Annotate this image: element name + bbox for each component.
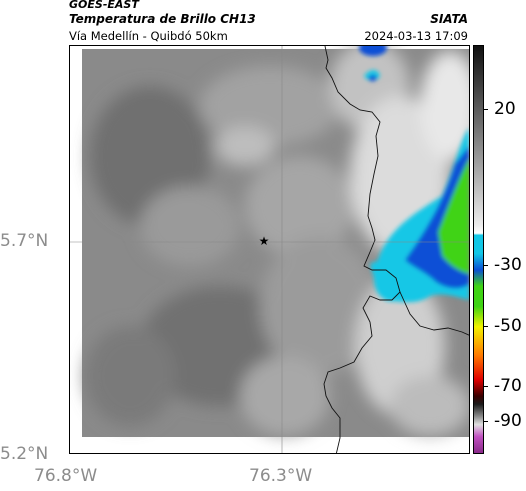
colorbar-tick [484, 109, 488, 110]
star-icon: ★ [259, 234, 270, 248]
colorbar-label: 20 [494, 99, 516, 119]
colorbar [473, 45, 484, 454]
satellite-map: ★ [69, 45, 470, 454]
timestamp: 2024-03-13 17:09 [364, 29, 468, 43]
satellite-name: GOES-EAST [69, 0, 139, 11]
lat-label-5-2: 5.2°N [0, 444, 49, 464]
colorbar-tick [484, 386, 488, 387]
product-title: Temperatura de Brillo CH13 [69, 12, 256, 26]
region-subtitle: Vía Medellín - Quibdó 50km [69, 29, 228, 43]
colorbar-tick [484, 265, 488, 266]
colorbar-label: -50 [494, 316, 522, 336]
lon-label-76-8: 76.8°W [34, 466, 98, 486]
graticule [70, 46, 469, 453]
colorbar-label: -90 [494, 411, 522, 431]
agency-label: SIATA [430, 12, 468, 26]
lat-label-5-7: 5.7°N [0, 231, 49, 251]
cold-cloud-tops [359, 46, 469, 303]
colorbar-tick [484, 326, 488, 327]
lon-label-76-3: 76.3°W [249, 466, 313, 486]
colorbar-label: -70 [494, 376, 522, 396]
colorbar-label: -30 [494, 255, 522, 275]
map-canvas: ★ [70, 46, 469, 453]
coastline [323, 46, 469, 453]
colorbar-tick [484, 421, 488, 422]
